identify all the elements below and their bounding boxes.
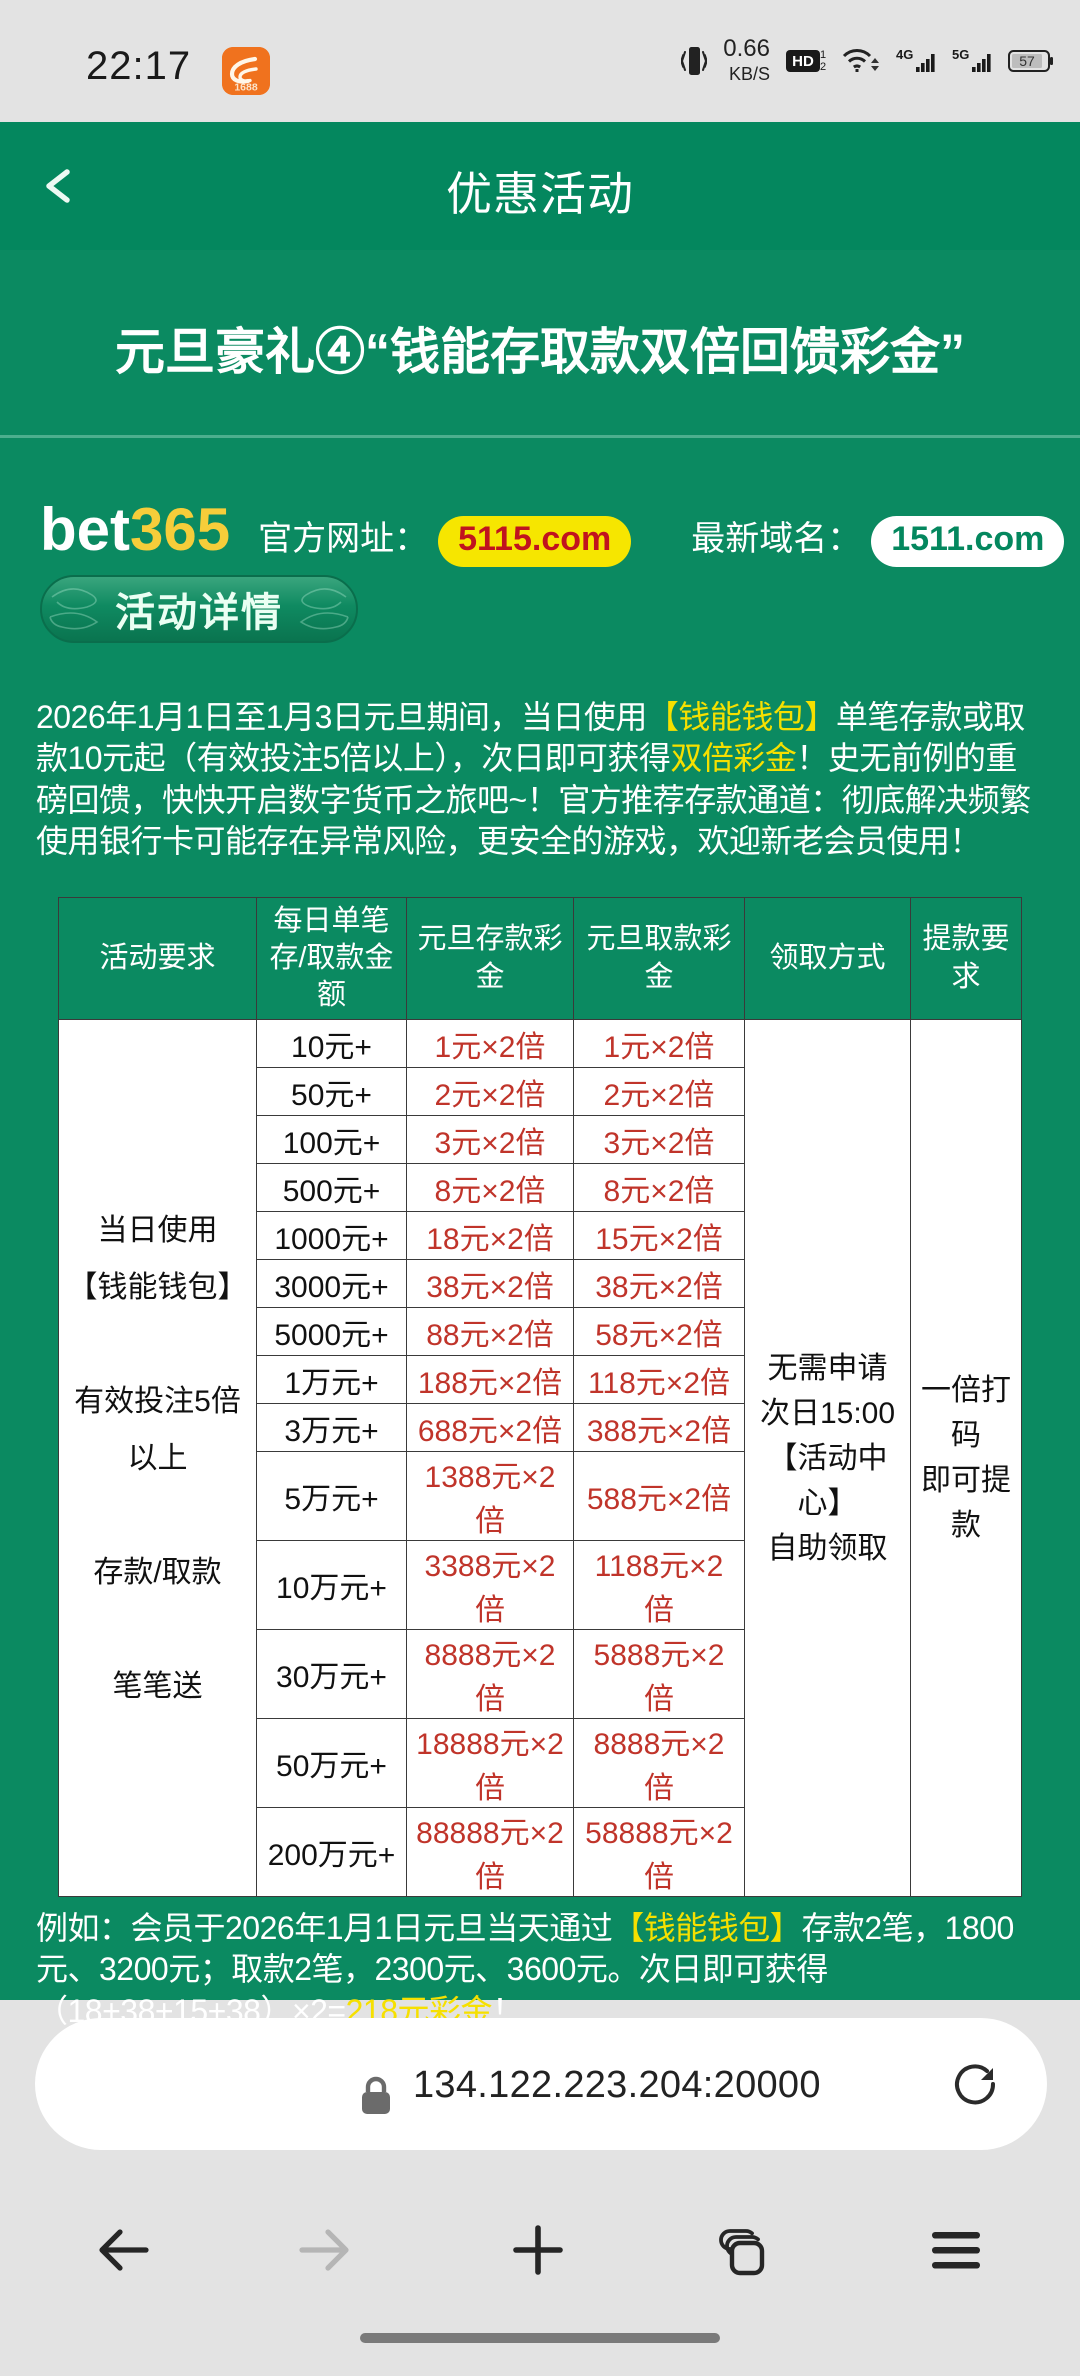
svg-text:1: 1	[820, 49, 826, 61]
svg-text:2: 2	[820, 61, 826, 73]
svg-text:1688: 1688	[234, 82, 258, 94]
svg-text:5G: 5G	[952, 48, 969, 62]
svg-text:57: 57	[1019, 53, 1035, 69]
svg-text:HD: HD	[792, 53, 814, 70]
svg-text:4G: 4G	[896, 48, 913, 62]
